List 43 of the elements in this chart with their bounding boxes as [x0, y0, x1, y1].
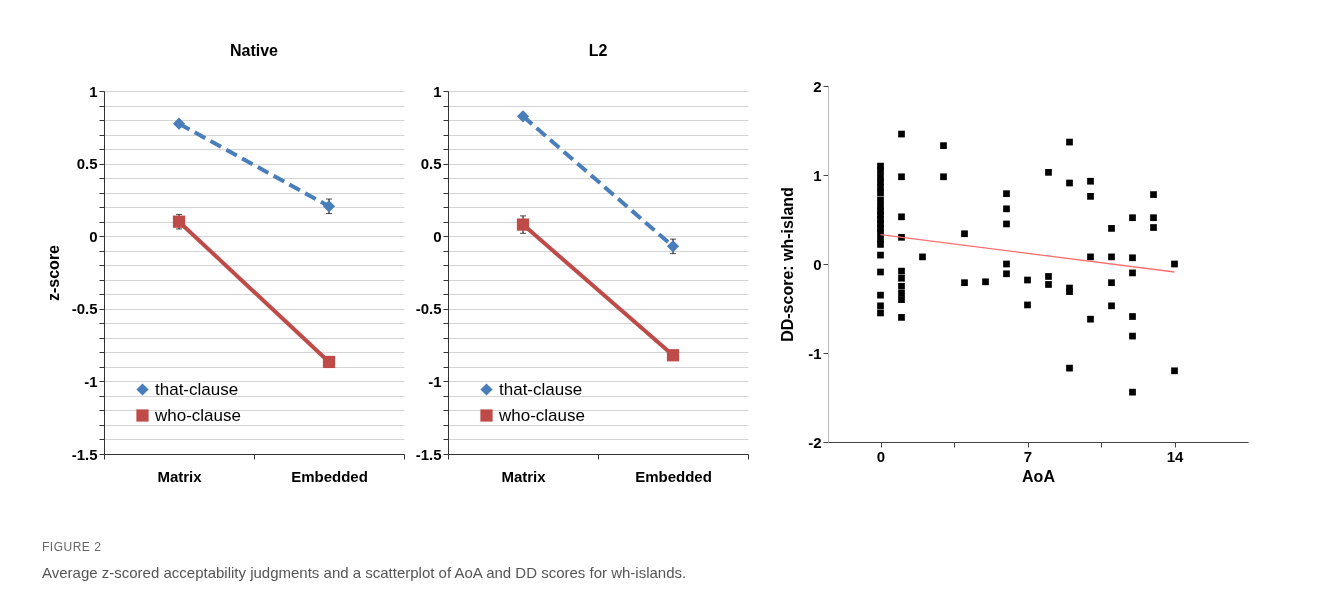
y-tick-label: -0.5 [71, 300, 98, 318]
chart-title: Native [229, 42, 279, 59]
y-tick-label: -2 [808, 433, 822, 451]
y-tick-label: 1 [89, 82, 98, 100]
x-tick-label: 0 [876, 447, 886, 465]
x-tick-label: 14 [1166, 447, 1184, 465]
x-tick-label: Matrix [501, 467, 547, 485]
point [322, 200, 336, 213]
y-tick-label: 1 [433, 82, 442, 100]
x-tick-label: Embedded [291, 467, 368, 485]
y-tick-label: 0.5 [420, 155, 442, 173]
y-tick-label: 2 [813, 77, 822, 95]
y-tick-label: 0.5 [76, 155, 98, 173]
point [666, 240, 680, 253]
y-tick-label: -1.5 [415, 445, 442, 463]
caption: FIGURE 2 [42, 540, 103, 554]
x-axis-title: AoA [1022, 467, 1056, 485]
legend-label: who-clause [498, 405, 585, 425]
legend-label: who-clause [154, 405, 241, 425]
y-tick-label: -1 [428, 372, 442, 390]
x-tick-label: Matrix [157, 467, 203, 485]
y-axis-title: z-score [44, 244, 62, 302]
point [172, 117, 186, 130]
x-tick-label: Embedded [635, 467, 712, 485]
text: Average z-scored acceptability judgments and a scatterplot of AoA and DD scores for wh-islands. [42, 564, 687, 581]
y-tick-label: -1.5 [71, 445, 98, 463]
y-tick-label: -1 [808, 344, 822, 362]
y-tick-label: 0 [813, 255, 822, 273]
legend-label: that-clause [499, 379, 583, 399]
y-axis-title: DD-score: wh-island [779, 187, 797, 342]
point [516, 218, 530, 231]
point [322, 355, 336, 369]
point [172, 215, 186, 228]
point [666, 349, 680, 362]
y-tick-label: 0 [89, 227, 98, 245]
y-tick-label: -1 [84, 372, 98, 390]
y-tick-label: 1 [813, 166, 822, 184]
y-tick-label: 0 [433, 227, 442, 245]
y-tick-label: -0.5 [415, 300, 442, 318]
x-tick-label: 7 [1023, 447, 1033, 465]
legend-label: that-clause [155, 379, 239, 399]
point [516, 110, 530, 123]
chart-title: L2 [588, 42, 608, 59]
